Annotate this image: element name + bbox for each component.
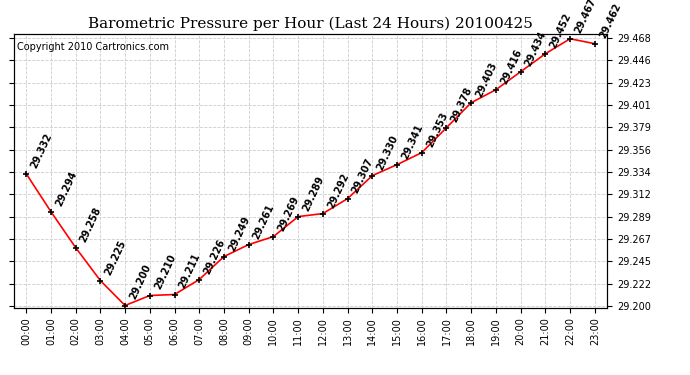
Text: 29.332: 29.332 <box>29 131 54 170</box>
Text: 29.258: 29.258 <box>79 205 103 243</box>
Text: 29.416: 29.416 <box>499 47 524 86</box>
Text: 29.341: 29.341 <box>400 122 425 160</box>
Text: 29.434: 29.434 <box>524 29 549 68</box>
Text: 29.378: 29.378 <box>449 85 474 123</box>
Text: 29.210: 29.210 <box>152 253 177 291</box>
Text: 29.211: 29.211 <box>177 252 202 290</box>
Text: 29.452: 29.452 <box>548 11 573 50</box>
Text: 29.307: 29.307 <box>351 156 375 194</box>
Text: 29.261: 29.261 <box>251 202 277 240</box>
Text: 29.403: 29.403 <box>474 60 499 99</box>
Text: 29.289: 29.289 <box>301 174 326 212</box>
Text: 29.462: 29.462 <box>598 2 622 40</box>
Title: Barometric Pressure per Hour (Last 24 Hours) 20100425: Barometric Pressure per Hour (Last 24 Ho… <box>88 17 533 31</box>
Text: 29.292: 29.292 <box>326 171 351 209</box>
Text: 29.225: 29.225 <box>103 238 128 276</box>
Text: 29.294: 29.294 <box>54 169 79 207</box>
Text: 29.269: 29.269 <box>276 194 301 232</box>
Text: Copyright 2010 Cartronics.com: Copyright 2010 Cartronics.com <box>17 42 169 52</box>
Text: 29.200: 29.200 <box>128 263 152 302</box>
Text: 29.467: 29.467 <box>573 0 598 34</box>
Text: 29.249: 29.249 <box>227 214 252 252</box>
Text: 29.353: 29.353 <box>424 110 449 148</box>
Text: 29.330: 29.330 <box>375 133 400 171</box>
Text: 29.226: 29.226 <box>202 237 227 275</box>
